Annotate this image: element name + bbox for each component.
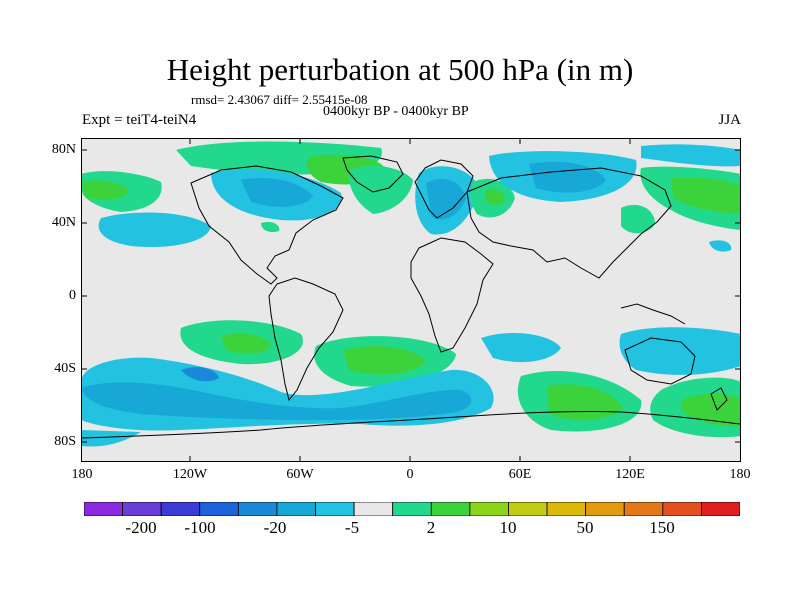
africa-coast [410, 237, 494, 353]
colorbar [84, 502, 740, 516]
colorbar-swatch [237, 502, 278, 516]
colorbar-swatch [585, 502, 625, 516]
pacific-green-core [81, 180, 129, 200]
lat-label-0: 0 [69, 288, 76, 303]
map-frame [81, 138, 741, 462]
colorbar-label: 50 [576, 518, 594, 537]
antarctic-west-cyan [81, 430, 141, 447]
china-mint-patch [621, 204, 655, 234]
lon-label-0: 0 [406, 467, 414, 482]
colorbar-swatch [315, 502, 355, 516]
colorbar-swatch [662, 502, 702, 516]
new-zealand-coast [710, 387, 728, 411]
colorbar-label: -5 [344, 518, 360, 537]
colorbar-swatch [430, 502, 471, 516]
australia-coast [624, 337, 696, 385]
australia-cyan [619, 327, 741, 375]
lon-label-180w: 180 [71, 467, 93, 482]
europe-blue-core [426, 178, 466, 220]
south-pacific-green-core [221, 333, 271, 355]
colorbar-label: 10 [499, 518, 517, 537]
experiment-label: Expt = teiT4-teiN4 [82, 112, 197, 128]
lon-label-60e: 60E [508, 467, 532, 482]
lat-label-80n: 80N [51, 142, 76, 157]
pacific-cyan-patch [98, 212, 211, 248]
north-anomaly-fills [81, 141, 741, 252]
colorbar-swatch [199, 502, 239, 516]
colorbar-label: -200 [125, 518, 157, 537]
antarctica-coast [81, 410, 741, 439]
colorbar-swatch [623, 502, 664, 516]
south-america-coast [268, 277, 344, 402]
colorbar-swatch [276, 502, 316, 516]
colorbar-swatch [122, 502, 162, 516]
map-title: Height perturbation at 500 hPa (in m) [166, 52, 634, 87]
scandinavia-coast [414, 159, 474, 219]
colorbar-swatch [546, 502, 587, 516]
season-label: JJA [718, 112, 741, 128]
colorbar-label: -20 [263, 518, 287, 537]
lon-label-120w: 120W [172, 467, 208, 482]
period-label: 0400kyr BP - 0400kyr BP [323, 104, 469, 119]
colorbar-label: 2 [426, 518, 436, 537]
indian-ocean-cyan [481, 333, 561, 363]
colorbar-swatch [392, 502, 432, 516]
greenland-coast [342, 155, 404, 193]
height-perturbation-map [81, 138, 741, 462]
south-atlantic-green-core [343, 346, 426, 375]
coastlines [81, 155, 741, 439]
lon-label-60w: 60W [286, 467, 314, 482]
colorbar-label: 150 [649, 518, 675, 537]
indonesia-coast [620, 303, 686, 325]
colorbar-swatch [701, 502, 740, 516]
southern-ocean-blue-band [81, 382, 472, 420]
east-pacific-green-core [671, 177, 741, 214]
north-america-coast [190, 165, 344, 285]
colorbar-swatch [469, 502, 509, 516]
colorbar-swatch [508, 502, 548, 516]
south-pacific-deep-blue [181, 367, 219, 382]
axis-ticks [81, 138, 741, 462]
north-pacific-small-cyan [709, 240, 732, 252]
caspian-green-core [485, 188, 505, 206]
colorbar-swatch [84, 502, 123, 516]
south-pacific-east-green [681, 393, 741, 427]
atlantic-small-mint [261, 221, 280, 233]
lon-label-120e: 120E [615, 467, 645, 482]
asia-coast [466, 167, 672, 279]
rmsd-diff-stats: rmsd= 2.43067 diff= 2.55415e-08 [191, 92, 368, 107]
colorbar-swatch [160, 502, 201, 516]
colorbar-swatch [353, 502, 394, 516]
lat-label-40s: 40S [54, 361, 76, 376]
lon-label-180e: 180 [729, 467, 751, 482]
north-america-blue-core [241, 177, 313, 207]
lat-label-80s: 80S [54, 434, 76, 449]
lat-label-40n: 40N [51, 215, 76, 230]
arctic-east-cyan [641, 144, 741, 167]
colorbar-label: -100 [184, 518, 216, 537]
